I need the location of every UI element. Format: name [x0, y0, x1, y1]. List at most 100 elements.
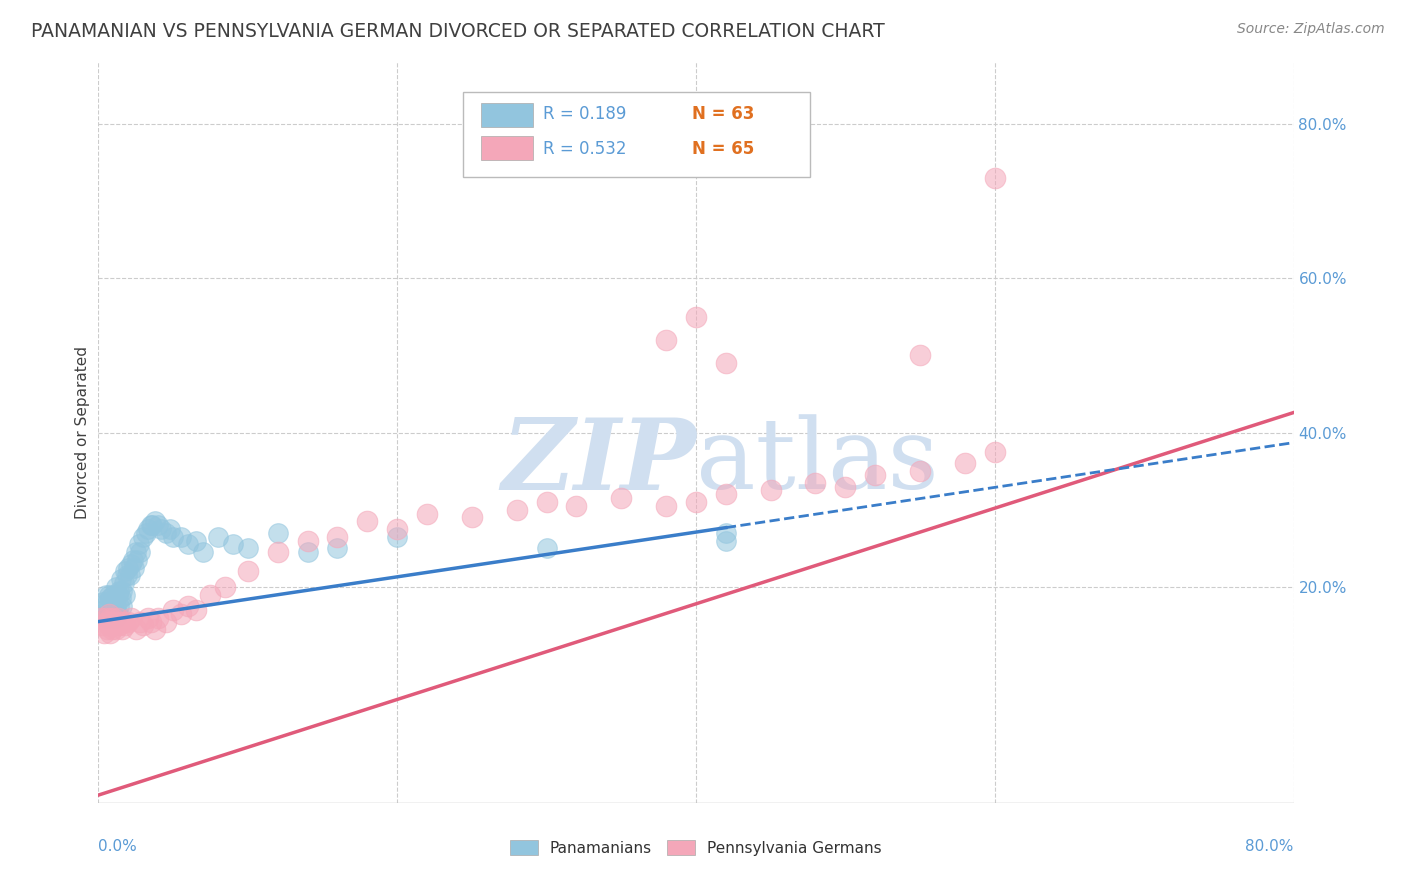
Point	[148, 610, 170, 624]
Point	[267, 525, 290, 540]
Point	[115, 568, 138, 582]
Point	[101, 603, 124, 617]
Point	[385, 522, 409, 536]
Y-axis label: Divorced or Separated: Divorced or Separated	[75, 346, 90, 519]
Point	[132, 618, 155, 632]
Point	[107, 607, 129, 621]
Point	[326, 530, 349, 544]
Point	[169, 530, 191, 544]
Point	[714, 356, 737, 370]
Point	[685, 310, 707, 324]
Point	[108, 618, 131, 632]
Point	[385, 530, 409, 544]
Point	[97, 599, 120, 614]
Point	[101, 595, 124, 609]
Point	[111, 599, 134, 614]
Point	[90, 610, 112, 624]
Point	[356, 514, 378, 528]
Text: R = 0.532: R = 0.532	[543, 140, 627, 158]
Point	[714, 487, 737, 501]
Point	[714, 525, 737, 540]
Point	[143, 622, 166, 636]
Point	[98, 610, 122, 624]
Point	[105, 622, 128, 636]
Point	[108, 599, 131, 614]
Text: 0.0%: 0.0%	[98, 838, 138, 854]
Point	[953, 457, 976, 471]
Point	[103, 599, 125, 614]
Point	[104, 610, 127, 624]
Point	[91, 595, 114, 609]
Point	[103, 610, 125, 624]
Point	[97, 588, 120, 602]
Point	[200, 588, 222, 602]
Point	[214, 580, 236, 594]
Point	[222, 537, 245, 551]
Point	[101, 622, 124, 636]
Point	[236, 565, 259, 579]
Point	[97, 607, 120, 621]
Point	[97, 618, 120, 632]
Point	[128, 537, 150, 551]
Point	[114, 588, 136, 602]
Point	[177, 599, 200, 614]
Point	[91, 618, 114, 632]
Point	[162, 603, 184, 617]
Point	[107, 610, 129, 624]
Point	[804, 475, 827, 490]
Point	[169, 607, 191, 621]
Point	[536, 541, 558, 556]
Point	[104, 591, 127, 606]
Point	[150, 522, 173, 536]
Point	[120, 610, 142, 624]
Point	[984, 445, 1007, 459]
Point	[112, 615, 135, 629]
Point	[120, 557, 142, 571]
Point	[236, 541, 259, 556]
Point	[326, 541, 349, 556]
Text: atlas: atlas	[696, 415, 939, 510]
Point	[506, 502, 529, 516]
Point	[155, 525, 177, 540]
Point	[125, 622, 148, 636]
Point	[132, 530, 155, 544]
Text: 80.0%: 80.0%	[1246, 838, 1294, 854]
FancyBboxPatch shape	[463, 92, 810, 178]
Point	[124, 560, 146, 574]
Point	[105, 580, 128, 594]
Point	[110, 615, 132, 629]
Point	[655, 333, 678, 347]
Point	[759, 483, 782, 498]
Text: R = 0.189: R = 0.189	[543, 105, 626, 123]
Point	[685, 495, 707, 509]
Point	[94, 610, 117, 624]
Point	[108, 583, 131, 598]
Point	[98, 626, 122, 640]
Point	[267, 545, 290, 559]
Text: N = 65: N = 65	[692, 140, 755, 158]
Point	[110, 591, 132, 606]
Point	[104, 615, 127, 629]
Point	[103, 618, 125, 632]
Point	[125, 545, 148, 559]
Text: Source: ZipAtlas.com: Source: ZipAtlas.com	[1237, 22, 1385, 37]
Point	[908, 464, 931, 478]
Text: PANAMANIAN VS PENNSYLVANIA GERMAN DIVORCED OR SEPARATED CORRELATION CHART: PANAMANIAN VS PENNSYLVANIA GERMAN DIVORC…	[31, 22, 884, 41]
Point	[101, 615, 124, 629]
Point	[98, 591, 122, 606]
Point	[129, 615, 152, 629]
Point	[114, 565, 136, 579]
Point	[148, 518, 170, 533]
Point	[98, 607, 122, 621]
Text: ZIP: ZIP	[501, 414, 696, 510]
Point	[114, 618, 136, 632]
Point	[416, 507, 439, 521]
Point	[93, 626, 115, 640]
Point	[136, 522, 159, 536]
Point	[834, 480, 856, 494]
Point	[107, 588, 129, 602]
Point	[121, 553, 143, 567]
Point	[94, 588, 117, 602]
Point	[162, 530, 184, 544]
Point	[117, 560, 139, 574]
